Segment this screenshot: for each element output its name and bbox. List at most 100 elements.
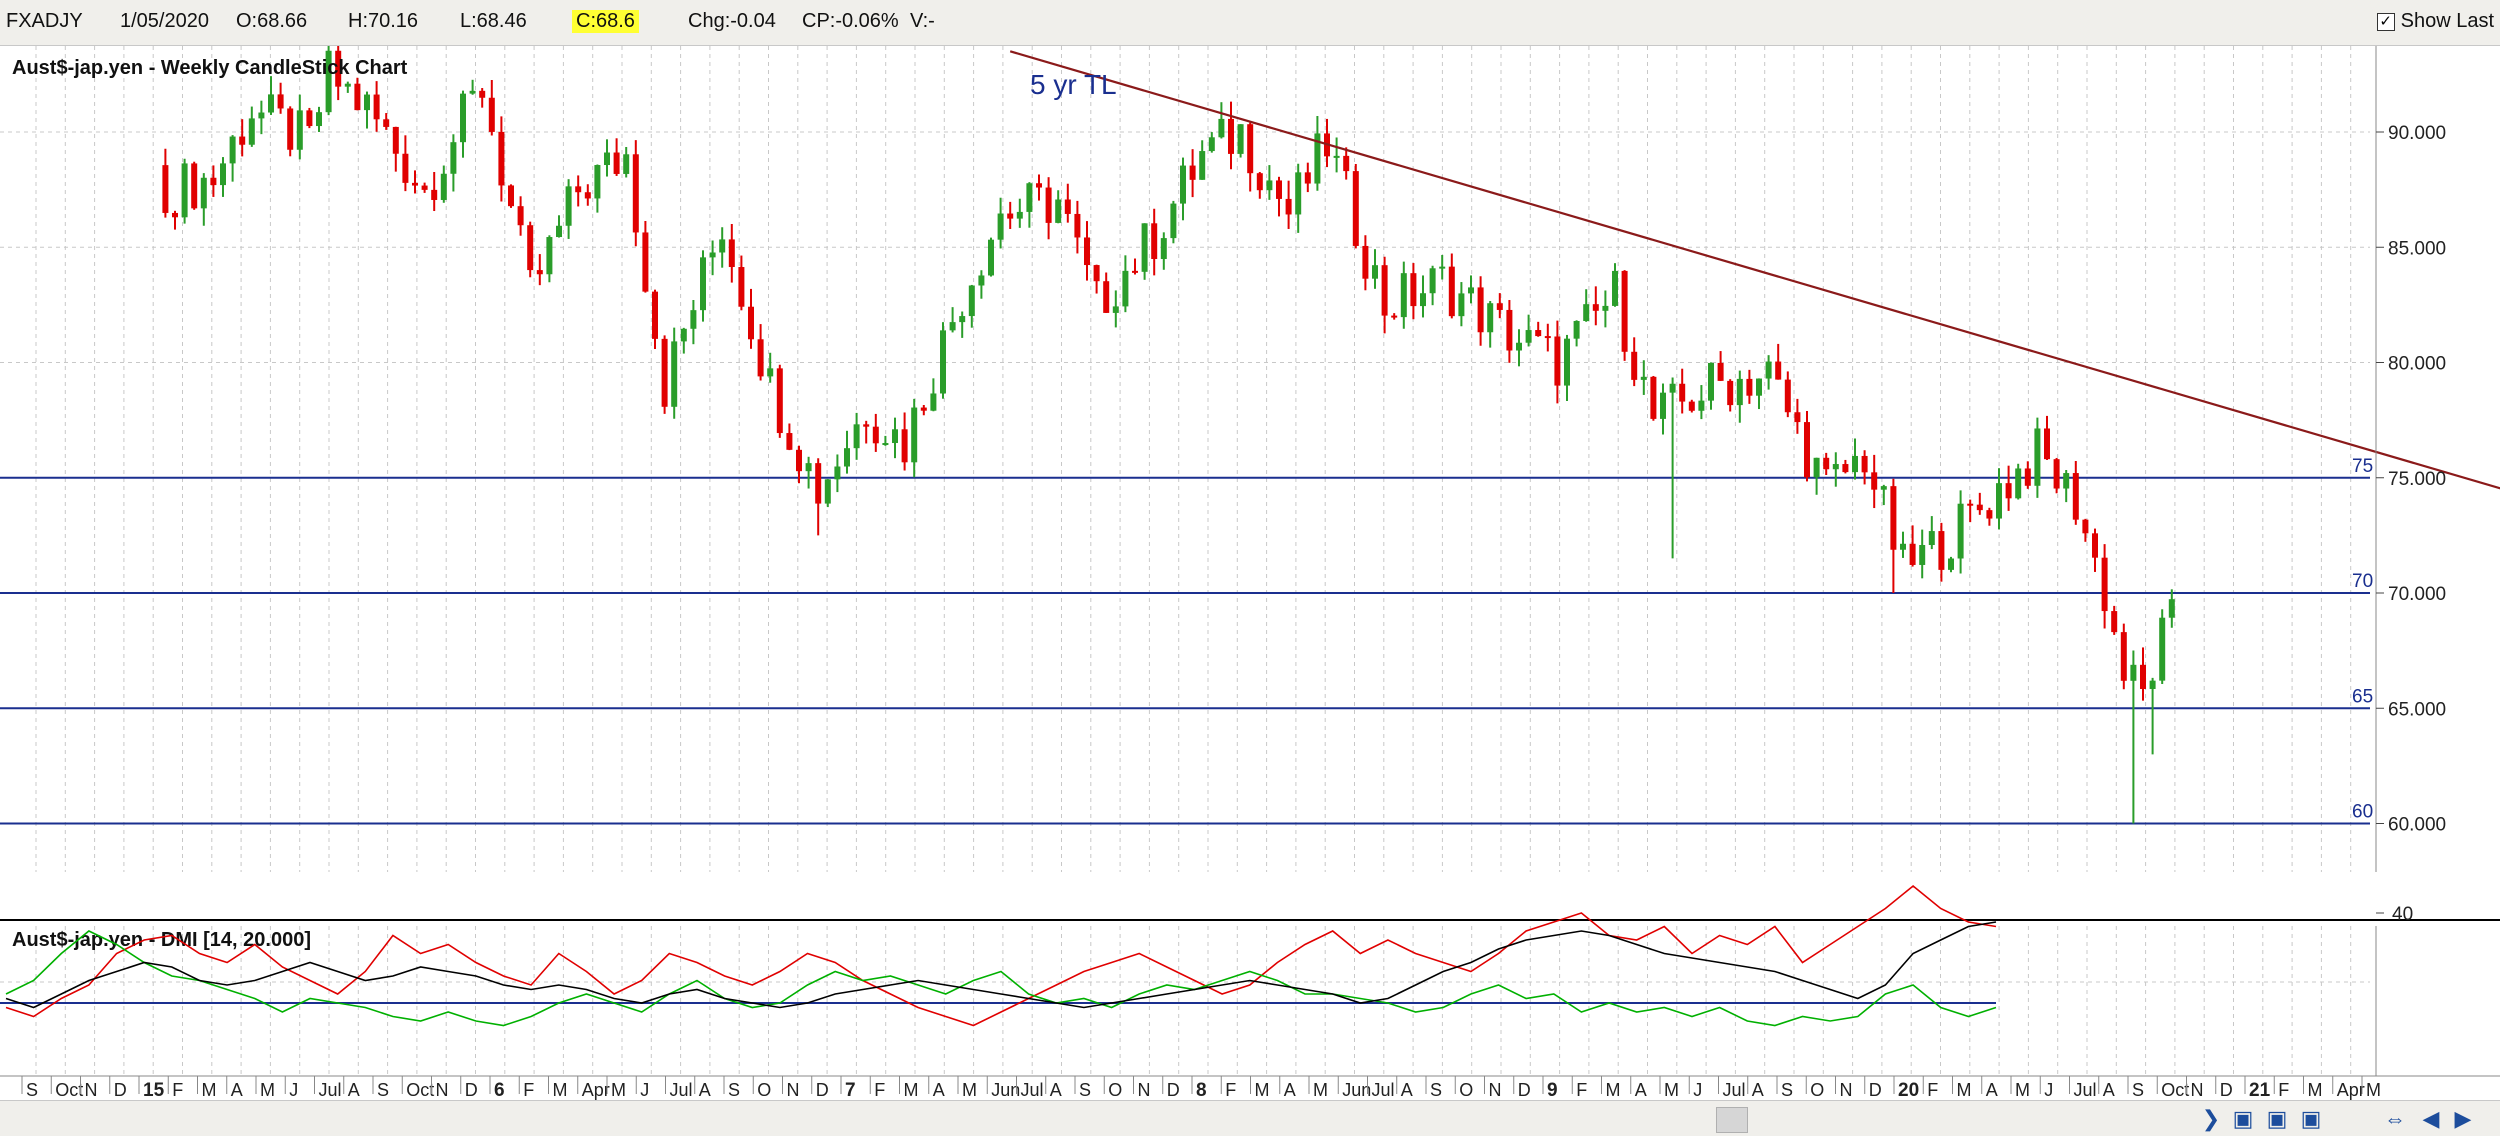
candlestick-series — [162, 46, 2175, 824]
x-tick-label: S — [377, 1080, 389, 1100]
candle-body — [460, 93, 466, 143]
zoom-reset-icon[interactable]: ▣ — [2300, 1106, 2322, 1131]
candle-body — [1880, 486, 1887, 490]
price-panel-title: Aust$-jap.yen - Weekly CandleStick Chart — [12, 57, 408, 79]
candle-body — [1736, 378, 1743, 406]
candle-body — [642, 232, 649, 292]
x-tick-label: M — [202, 1080, 217, 1100]
candle-body — [613, 152, 620, 174]
candle-body — [709, 252, 716, 258]
checkbox-check-icon[interactable]: ✓ — [2376, 12, 2395, 31]
candle-body — [440, 173, 447, 200]
scroll-thumb[interactable] — [1716, 1107, 1748, 1133]
scroll-right-arrow-icon[interactable]: ❯ — [2201, 1106, 2221, 1131]
candle-body — [1861, 455, 1868, 473]
candle-body — [2072, 473, 2079, 520]
x-tick-label: F — [2278, 1080, 2289, 1100]
x-tick-label: Jul — [1021, 1080, 1044, 1100]
candle-body — [1621, 270, 1628, 352]
candle-body — [1717, 362, 1724, 381]
horizontal-scrollbar[interactable]: ❯ ▣ ▣ ▣ ⇔ ◀ ▶ — [0, 1100, 2500, 1136]
candle-body — [450, 142, 457, 174]
candle-body — [1564, 338, 1570, 386]
dmi-y-tick-label: 40 — [2392, 904, 2413, 925]
candle-body — [1247, 124, 1254, 174]
candle-body — [1909, 543, 1916, 565]
candle-body — [1410, 273, 1417, 307]
candle-body — [335, 50, 342, 87]
candle-body — [1189, 165, 1196, 180]
x-tick-label: Oct — [406, 1080, 434, 1100]
expand-horizontal-icon[interactable]: ⇔ — [2384, 1106, 2406, 1131]
candle-body — [853, 424, 860, 449]
dmi-series — [0, 884, 1997, 1027]
candle-body — [191, 163, 198, 209]
x-tick-label: A — [1401, 1080, 1413, 1100]
scroll-left-icon[interactable]: ◀ — [2422, 1106, 2440, 1131]
x-tick-label: A — [699, 1080, 711, 1100]
volume-value: V:- — [910, 10, 935, 32]
x-tick-label: A — [1284, 1080, 1296, 1100]
candle-body — [920, 407, 927, 411]
x-tick-label: D — [816, 1080, 829, 1100]
x-tick-label: J — [2044, 1080, 2053, 1100]
x-tick-label: Jun — [1342, 1080, 1371, 1100]
candle-body — [940, 330, 946, 394]
zoom-in-icon[interactable]: ▣ — [2232, 1106, 2254, 1131]
candle-body — [901, 429, 908, 463]
candle-body — [757, 339, 764, 377]
candle-body — [1535, 330, 1542, 337]
x-tick-label: A — [1635, 1080, 1647, 1100]
x-tick-label: O — [1459, 1080, 1473, 1100]
candle-body — [546, 237, 553, 275]
show-last-checkbox[interactable]: ✓ Show Last — [2376, 10, 2494, 33]
candle-body — [469, 90, 476, 94]
x-tick-label: A — [1986, 1080, 1998, 1100]
x-tick-label: M — [1313, 1080, 1328, 1100]
x-tick-label: 9 — [1547, 1080, 1558, 1100]
candle-body — [402, 153, 409, 183]
x-tick-label: M — [2308, 1080, 2323, 1100]
candle-body — [258, 112, 265, 119]
chart-area[interactable]: 75 70 65 60 5 yr TL Aust$-jap.yen - Weekly … — [0, 46, 2500, 1100]
zoom-out-icon[interactable]: ▣ — [2266, 1106, 2288, 1131]
candle-body — [2130, 664, 2137, 681]
candle-body — [1122, 270, 1129, 307]
candle-body — [604, 152, 610, 166]
candle-body — [1602, 305, 1609, 311]
x-tick-label: Jul — [1723, 1080, 1746, 1100]
candle-body — [1612, 270, 1618, 306]
candle-body — [2082, 519, 2089, 534]
x-tick-label: D — [1167, 1080, 1180, 1100]
x-tick-label: S — [728, 1080, 740, 1100]
x-tick-label: Apr — [582, 1080, 610, 1100]
x-tick-label: O — [1810, 1080, 1824, 1100]
close-value: C:68.6 — [572, 10, 639, 33]
candle-body — [1016, 211, 1023, 219]
x-tick-label: M — [2015, 1080, 2030, 1100]
candle-body — [200, 177, 207, 209]
dmi-series-line — [5, 930, 1997, 1027]
candle-body — [1871, 472, 1878, 490]
x-tick-label: D — [465, 1080, 478, 1100]
candle-body — [1996, 483, 2002, 519]
candle-body — [1727, 380, 1734, 406]
x-tick-label: J — [289, 1080, 298, 1100]
candle-body — [2053, 459, 2060, 489]
candle-body — [671, 341, 678, 407]
scroll-right-icon[interactable]: ▶ — [2454, 1106, 2472, 1131]
candle-body — [796, 449, 802, 472]
candle-body — [1458, 293, 1465, 317]
candle-body — [834, 466, 841, 480]
candle-body — [1477, 287, 1484, 333]
candle-body — [229, 136, 236, 164]
candle-body — [2015, 468, 2022, 499]
y-tick-label: 90.000 — [2388, 123, 2446, 144]
candle-body — [1333, 155, 1340, 158]
dmi-series-line — [5, 884, 1997, 1027]
candle-body — [1343, 155, 1350, 172]
x-tick-label: 7 — [845, 1080, 856, 1100]
candle-body — [968, 285, 975, 317]
candle-body — [2101, 557, 2108, 612]
candle-body — [1266, 180, 1273, 191]
